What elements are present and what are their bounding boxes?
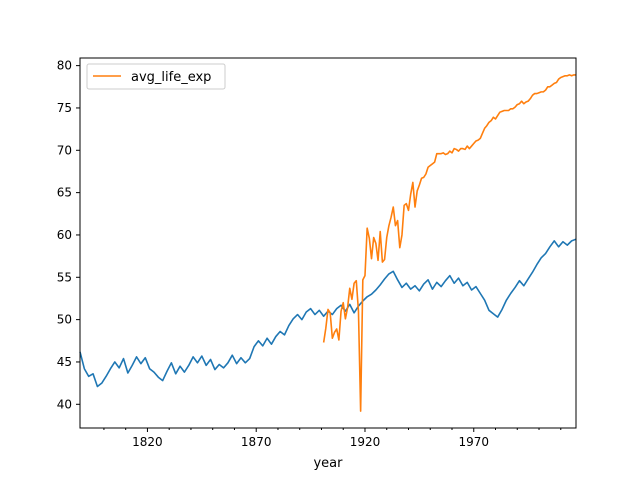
x-tick-label: 1870	[241, 435, 272, 449]
legend: avg_life_exp	[86, 63, 226, 90]
y-tick-label: 60	[57, 228, 72, 242]
x-tick-label: 1970	[458, 435, 489, 449]
y-tick-label: 70	[57, 143, 72, 157]
x-axis: 1820 1870 1920 1970	[103, 428, 562, 449]
y-tick-label: 80	[57, 59, 72, 73]
y-tick-label: 65	[57, 186, 72, 200]
x-tick-label: 1920	[350, 435, 381, 449]
y-tick-label: 55	[57, 270, 72, 284]
y-tick-label: 50	[57, 313, 72, 327]
axes-frame	[79, 57, 577, 429]
legend-box	[86, 63, 226, 90]
plot-area	[79, 74, 577, 412]
x-axis-label: year	[313, 456, 343, 471]
y-tick-label: 45	[57, 355, 72, 369]
y-tick-label: 40	[57, 397, 72, 411]
series-line-2	[322, 74, 576, 412]
legend-label-avg-life-exp: avg_life_exp	[131, 70, 211, 85]
y-tick-label: 75	[57, 101, 72, 115]
x-tick-label: 1820	[132, 435, 163, 449]
y-axis: 40 45 50 55 60 65 70 75 80	[57, 59, 80, 411]
